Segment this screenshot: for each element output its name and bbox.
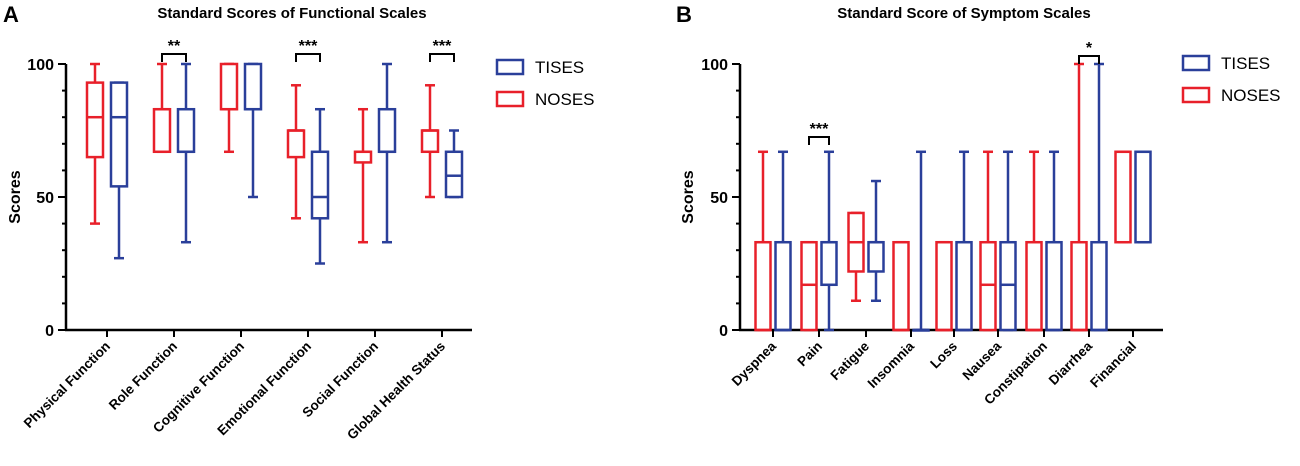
box-iqr — [1045, 240, 1063, 332]
chart-b-category-label: Pain — [794, 339, 825, 370]
chart-b-sig-bracket — [1078, 55, 1100, 64]
chart-a-box-noses — [219, 62, 239, 154]
chart-a-category-label: Physical Function — [21, 339, 113, 431]
box-iqr — [1134, 150, 1152, 244]
chart-b-box-noses — [892, 240, 910, 332]
panel-a-letter: A — [3, 2, 19, 27]
box-iqr — [955, 240, 973, 332]
chart-b-box-tises — [1134, 150, 1152, 244]
chart-a-ytick-label: 50 — [36, 190, 54, 207]
chart-b-box-tises — [774, 150, 792, 332]
chart-a-box-tises — [109, 81, 129, 260]
chart-b-box-noses — [1114, 150, 1132, 244]
chart-b-box-tises — [820, 150, 838, 332]
chart-a-category-label: Role Function — [106, 339, 180, 413]
chart-b-category-label: Insomnia — [865, 338, 918, 391]
box-iqr — [310, 150, 330, 220]
chart-a-box-tises — [176, 62, 196, 244]
box-iqr — [892, 240, 910, 332]
chart-b-ytick-label: 50 — [710, 190, 728, 207]
chart-b-box-tises — [955, 150, 973, 332]
chart-a-box-tises — [243, 62, 263, 199]
box-iqr — [774, 240, 792, 332]
chart-a-ylabel: Scores — [7, 170, 24, 223]
box-iqr — [176, 107, 196, 154]
panel-b-letter: B — [676, 2, 692, 27]
box-iqr — [800, 240, 818, 332]
box-iqr — [444, 150, 464, 199]
chart-a-ytick-label: 0 — [45, 323, 54, 340]
chart-b-box-noses — [754, 150, 772, 332]
box-iqr — [754, 240, 772, 332]
chart-b-box-noses — [1025, 150, 1043, 332]
chart-a-legend-label-tises: TISES — [535, 58, 584, 77]
chart-a-box-noses — [85, 62, 105, 225]
box-iqr — [353, 150, 373, 164]
chart-b-ylabel: Scores — [680, 170, 697, 223]
chart-b-ytick-label: 0 — [719, 323, 728, 340]
box-iqr — [219, 62, 239, 111]
chart-b-box-tises — [1045, 150, 1063, 332]
chart-b-ytick-label: 100 — [701, 57, 728, 74]
chart-b-box-noses — [935, 240, 953, 332]
chart-a-ytick-label: 100 — [27, 57, 54, 74]
box-iqr — [820, 240, 838, 287]
chart-b-box-noses — [1070, 62, 1088, 332]
chart-b-box-noses — [800, 240, 818, 332]
chart-b-box-noses — [847, 211, 865, 302]
box-iqr — [979, 240, 997, 332]
chart-b-category-label: Financial — [1087, 339, 1139, 391]
box-iqr — [1070, 240, 1088, 332]
chart-b-title: Standard Score of Symptom Scales — [837, 5, 1090, 22]
chart-a-legend-swatch-tises — [495, 58, 525, 76]
box-iqr — [420, 129, 440, 154]
chart-b-sig-bracket — [808, 136, 830, 145]
box-iqr — [1090, 240, 1108, 332]
chart-a-box-noses — [152, 62, 172, 154]
box-iqr — [1025, 240, 1043, 332]
chart-a-legend-label-noses: NOSES — [535, 90, 595, 109]
chart-b-legend-label-noses: NOSES — [1221, 86, 1281, 105]
chart-a-title: Standard Scores of Functional Scales — [157, 5, 426, 22]
chart-a-legend-swatch-noses — [495, 90, 525, 108]
chart-b-legend-swatch-noses — [1181, 86, 1211, 104]
box-iqr — [152, 107, 172, 154]
chart-b-legend-label-tises: TISES — [1221, 54, 1270, 73]
chart-b-box-noses — [979, 150, 997, 332]
chart-a-sig-label: ** — [168, 38, 181, 55]
box-iqr — [243, 62, 263, 111]
chart-a-sig-bracket — [295, 53, 321, 62]
box-iqr — [85, 81, 105, 159]
chart-a-sig-label: *** — [433, 38, 452, 55]
box-iqr — [377, 107, 397, 154]
chart-b-category-label: Fatigue — [828, 338, 873, 383]
chart-a-sig-bracket — [429, 53, 455, 62]
chart-a-box-tises — [377, 62, 397, 244]
chart-b-sig-label: * — [1086, 40, 1093, 57]
chart-a-box-noses — [353, 107, 373, 244]
chart-b-category-label: Loss — [927, 339, 960, 372]
chart-a-box-noses — [286, 84, 306, 220]
chart-a-box-tises — [310, 107, 330, 265]
chart-b-box-tises — [999, 150, 1017, 332]
chart-b-category-label: Nausea — [960, 338, 1005, 383]
box-iqr — [999, 240, 1017, 332]
chart-a-box-noses — [420, 84, 440, 199]
box-iqr — [935, 240, 953, 332]
chart-b-category-label: Dyspnea — [729, 338, 780, 389]
chart-b-box-tises — [912, 150, 930, 332]
chart-b-box-tises — [1090, 62, 1108, 332]
chart-b-sig-label: *** — [810, 121, 829, 138]
box-iqr — [286, 129, 306, 159]
box-iqr — [867, 240, 885, 273]
box-iqr — [1114, 150, 1132, 244]
chart-b-box-tises — [867, 179, 885, 302]
chart-a-sig-bracket — [161, 53, 187, 62]
chart-b-legend-swatch-tises — [1181, 54, 1211, 72]
box-iqr — [109, 81, 129, 188]
chart-a-box-tises — [444, 129, 464, 199]
chart-a-sig-label: *** — [299, 38, 318, 55]
